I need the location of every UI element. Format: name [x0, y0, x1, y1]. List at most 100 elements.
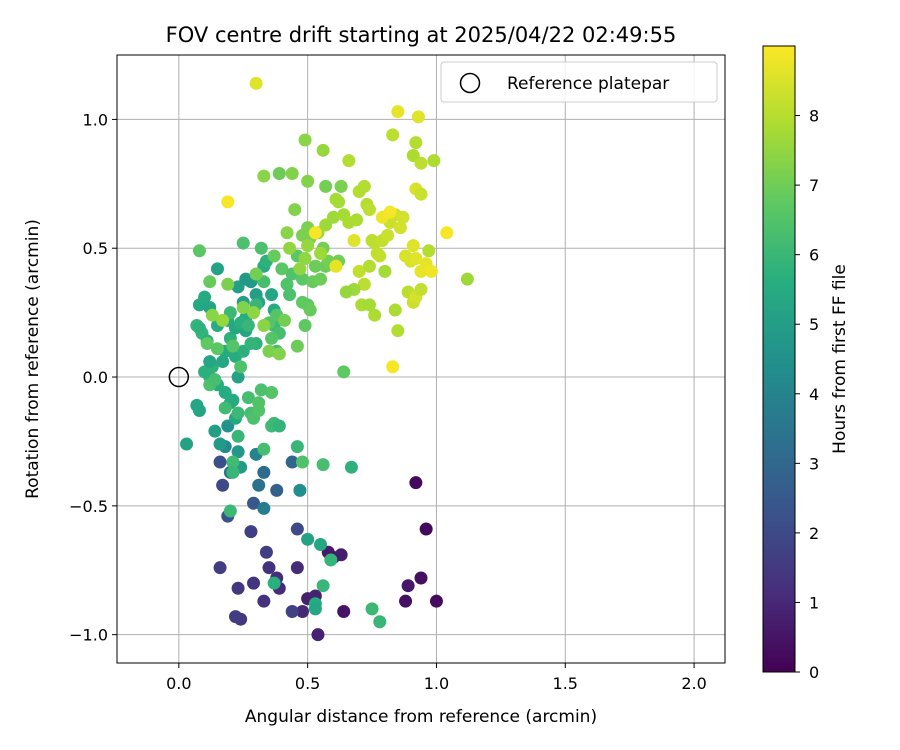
- data-point: [373, 615, 387, 629]
- legend-box: [440, 61, 718, 103]
- data-point: [247, 306, 261, 320]
- data-point: [249, 76, 263, 90]
- data-point: [283, 241, 297, 255]
- data-point: [295, 272, 309, 286]
- data-point: [391, 105, 405, 119]
- data-point: [267, 576, 281, 590]
- y-tick-label: 1.0: [83, 110, 108, 129]
- data-point: [308, 259, 322, 273]
- colorbar-label: Hours from first FF file: [830, 264, 850, 454]
- plot-frame: [116, 54, 726, 664]
- x-axis: 0.0 0.5 1.0 1.5 2.0: [166, 663, 707, 693]
- data-point: [231, 445, 245, 459]
- data-point: [241, 391, 255, 405]
- legend-marker-reference: [459, 72, 481, 94]
- data-point: [399, 594, 413, 608]
- x-axis-label: Angular distance from reference (arcmin): [245, 707, 597, 727]
- data-point: [218, 401, 232, 415]
- data-point: [368, 308, 382, 322]
- data-point: [236, 236, 250, 250]
- data-point: [210, 342, 224, 356]
- data-point: [409, 476, 423, 490]
- colorbar-tick-label: 5: [809, 315, 819, 334]
- data-point: [301, 174, 315, 188]
- colorbar-tick-label: 3: [809, 454, 819, 473]
- data-point: [298, 319, 312, 333]
- data-point: [213, 455, 227, 469]
- data-point: [298, 133, 312, 147]
- data-point: [414, 156, 428, 170]
- data-point: [342, 154, 356, 168]
- data-point: [301, 532, 315, 546]
- data-point: [216, 478, 230, 492]
- data-point: [419, 522, 433, 536]
- colorbar-tick-label: 7: [809, 176, 819, 195]
- data-point: [234, 360, 248, 374]
- data-point: [272, 347, 286, 361]
- data-point: [280, 226, 294, 240]
- data-point: [303, 303, 317, 317]
- data-point: [411, 110, 425, 124]
- data-point: [362, 298, 376, 312]
- data-point: [288, 203, 302, 217]
- data-point: [357, 277, 371, 291]
- legend: Reference platepar: [440, 61, 718, 103]
- legend-entry-reference: Reference platepar: [507, 74, 669, 94]
- data-point: [427, 154, 441, 168]
- data-point: [216, 313, 230, 327]
- data-point: [350, 213, 364, 227]
- data-point: [254, 383, 268, 397]
- data-point: [270, 483, 284, 497]
- data-point: [440, 226, 454, 240]
- data-point: [401, 579, 415, 593]
- data-point: [252, 478, 266, 492]
- data-point: [409, 136, 423, 150]
- data-point: [293, 483, 307, 497]
- data-point: [223, 504, 237, 518]
- data-point: [257, 465, 271, 479]
- colorbar-gradient: [762, 45, 796, 673]
- colorbar-tick-label: 6: [809, 246, 819, 265]
- data-point: [221, 277, 235, 291]
- data-point: [272, 419, 286, 433]
- data-point: [290, 440, 304, 454]
- data-point: [429, 594, 443, 608]
- data-point: [192, 321, 206, 335]
- data-point: [319, 179, 333, 193]
- data-point: [203, 355, 217, 369]
- data-point: [210, 262, 224, 276]
- data-point: [290, 522, 304, 536]
- data-point: [352, 264, 366, 278]
- data-point: [226, 465, 240, 479]
- data-point: [205, 308, 219, 322]
- data-point: [324, 553, 338, 567]
- data-point: [316, 143, 330, 157]
- data-point: [226, 455, 240, 469]
- data-point: [344, 460, 358, 474]
- chart-title: FOV centre drift starting at 2025/04/22 …: [166, 23, 677, 47]
- data-point: [460, 272, 474, 286]
- data-point: [249, 267, 263, 281]
- data-point: [311, 628, 325, 642]
- points-layer: [180, 76, 474, 642]
- y-axis-label: Rotation from reference (arcmin): [23, 219, 43, 499]
- x-tick-label: 2.0: [681, 674, 706, 693]
- x-tick-label: 1.5: [553, 674, 578, 693]
- data-point: [285, 604, 299, 618]
- data-point: [386, 128, 400, 142]
- data-point: [329, 259, 343, 273]
- data-point: [200, 337, 214, 351]
- data-point: [231, 581, 245, 595]
- data-point: [231, 429, 245, 443]
- data-point: [316, 458, 330, 472]
- data-point: [216, 355, 230, 369]
- data-point: [259, 545, 273, 559]
- data-point: [267, 249, 281, 263]
- data-point: [362, 203, 376, 217]
- data-point: [213, 437, 227, 451]
- data-point: [393, 221, 407, 235]
- data-point: [409, 252, 423, 266]
- colorbar: 0 1 2 3 4 5 6 7 8 Hours from first FF file: [762, 45, 850, 682]
- data-point: [316, 579, 330, 593]
